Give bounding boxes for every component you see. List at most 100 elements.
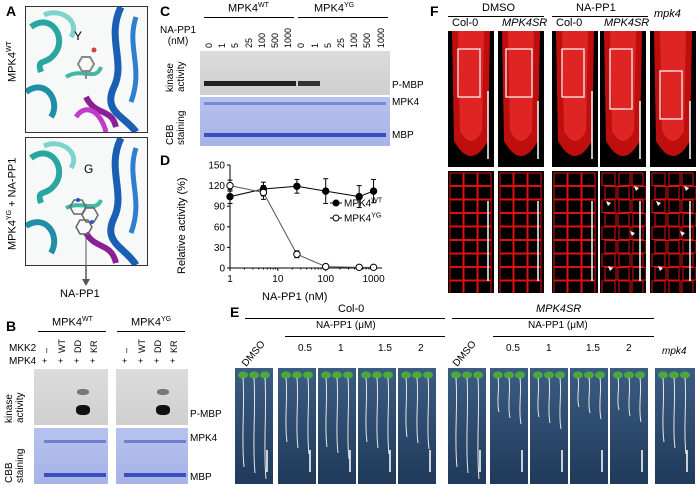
panel-b-g1-mkk2-3: KR (89, 340, 99, 353)
series-line-0 (229, 185, 374, 198)
panel-f-column-label-3: MPK4SR (604, 17, 650, 29)
panel-c-concentration-2: 5 (230, 42, 241, 48)
panel-b-g2-mkk2-1: WT (137, 339, 147, 353)
panel-label-b: B (6, 318, 17, 334)
panel-b-g1-mkk2-0: – (41, 347, 51, 353)
panel-c-concentration-11: 100 (349, 32, 360, 48)
panel-b-group1-title: MPK4WT (52, 316, 93, 329)
y-tick-label: 30 (214, 243, 226, 254)
panel-c-conc-label-2: (nM) (167, 36, 189, 47)
chart-x-axis-label: NA-PP1 (nM) (262, 291, 328, 303)
panel-label-d: D (160, 152, 171, 168)
data-point (322, 262, 330, 271)
y-tick-label: 90 (214, 202, 226, 213)
panel-c-kinase-label-2: activity (176, 61, 187, 92)
panel-e-group1-title: Col-0 (338, 303, 365, 315)
panel-b-group1-sup: WT (81, 316, 93, 323)
data-point (226, 181, 234, 190)
seedling-photo-2 (318, 368, 356, 484)
panel-c-concentration-1: 1 (217, 42, 228, 48)
mbp-band (124, 473, 186, 477)
panel-b-mpk4-band-label: MPK4 (190, 433, 218, 444)
panel-c-group1-base: MPK4 (228, 2, 258, 15)
y-tick-label: 120 (208, 181, 225, 192)
panel-f-column-label-2: Col-0 (556, 17, 583, 29)
seedling-photo-3 (358, 368, 396, 484)
panel-b-cbb-label-1: CBB (4, 462, 15, 483)
panel-e-dose-5: 1 (546, 343, 552, 354)
panel-c-group2-title: MPK4YG (314, 2, 354, 15)
panel-b-kinase-blot-2 (116, 369, 188, 425)
residue-g-label: G (84, 162, 94, 176)
panel-b-g2-mpk4-0: + (122, 356, 128, 366)
mbp-band (204, 133, 386, 137)
seedling-photo-4 (398, 368, 436, 484)
panel-a-top-label: MPK4WT (6, 41, 19, 82)
panel-c-mpk4-band-label: MPK4 (392, 97, 420, 108)
panel-b-g1-mpk4-0: + (42, 356, 48, 366)
panel-c-mbp-label: MBP (392, 130, 414, 141)
root-cell-closeup-2 (552, 171, 598, 293)
data-point (293, 250, 301, 258)
panel-a-bottom-label: MPK4YG + NA-PP1 (6, 158, 19, 250)
panel-e-group2-bracket (452, 318, 654, 319)
relative-activity-chart: 0 30 60 90 120 150 1 10 100 1000 MPK4WT MPK4YG (208, 161, 385, 286)
panel-b-group1-base: MPK4 (52, 316, 82, 329)
mpk4-band (204, 102, 386, 105)
panel-label-c: C (160, 3, 171, 19)
panel-c-kinase-blot (200, 51, 390, 95)
panel-e-treatment-bracket-1 (285, 336, 445, 337)
seedling-photo-5 (448, 368, 486, 484)
panel-c-concentration-13: 1000 (375, 27, 386, 48)
seedling-photo-6 (490, 368, 528, 484)
na-pp1-label: NA-PP1 (60, 288, 100, 300)
y-tick-label: 150 (208, 161, 225, 172)
panel-e-dose-6: 1.5 (586, 343, 600, 354)
root-tip-image-2 (552, 31, 598, 167)
panel-c-group1-title: MPK4WT (228, 2, 269, 15)
panel-c-concentration-6: 1000 (283, 27, 294, 48)
data-point (355, 192, 363, 201)
data-point (226, 192, 234, 201)
panel-b-kinase-blot-1 (34, 369, 108, 425)
panel-e-treatment-label-2: NA-PP1 (μM) (528, 320, 588, 331)
panel-c-cbb-label-2: staining (176, 110, 187, 145)
panel-c-concentration-9: 5 (322, 42, 333, 48)
panel-f-dmso-label: DMSO (482, 2, 515, 14)
panel-label-f: F (430, 3, 439, 19)
panel-c-concentration-5: 500 (270, 32, 280, 48)
panel-a-bottom-label-sup: YG (6, 209, 13, 221)
panel-a-bottom-label-base: MPK4 (6, 220, 19, 250)
panel-b-g1-mkk2-1: WT (57, 339, 67, 353)
root-tip-image-0 (448, 31, 494, 167)
root-tip-image-3 (600, 31, 646, 167)
pmpk4-band (77, 389, 89, 395)
panel-b-g2-mpk4-2: + (154, 356, 160, 366)
y-tick-label: 0 (219, 264, 225, 275)
panel-f-column-label-4: mpk4 (654, 8, 681, 20)
panel-label-e: E (230, 304, 240, 320)
panel-c-group1-bracket (204, 17, 294, 18)
panel-b-cbb-label-2: staining (15, 448, 26, 483)
panel-e-mpk4-label: mpk4 (662, 346, 687, 357)
panel-b-cbb-label: CBB staining (4, 449, 26, 483)
panel-b-mkk2-label: MKK2 (9, 343, 37, 354)
data-point (369, 187, 378, 195)
panel-f-napp1-bracket (552, 16, 648, 17)
panel-b-group2-title: MPK4YG (131, 316, 171, 329)
legend-label-0: MPK4WT (344, 198, 383, 210)
panel-e-dmso-label-2: DMSO (451, 339, 479, 370)
panel-e-treatment-bracket-2 (493, 336, 654, 337)
panel-a-top-label-base: MPK4 (6, 52, 19, 82)
x-tick-label: 100 (317, 274, 334, 285)
panel-b-g1-mkk2-2: DD (73, 340, 83, 353)
panel-e-group2-title: MPK4SR (536, 303, 582, 315)
pmpk4-band (157, 389, 169, 395)
panel-f-column-label-0: Col-0 (452, 17, 479, 29)
panel-b-pmbp-label: P-MBP (190, 409, 222, 420)
panel-label-a: A (6, 3, 17, 19)
panel-c-conc-label-1: NA-PP1 (160, 25, 197, 36)
data-point (369, 263, 378, 272)
panel-c-group2-sup: YG (343, 2, 355, 9)
root-cell-closeup-3 (600, 171, 646, 293)
